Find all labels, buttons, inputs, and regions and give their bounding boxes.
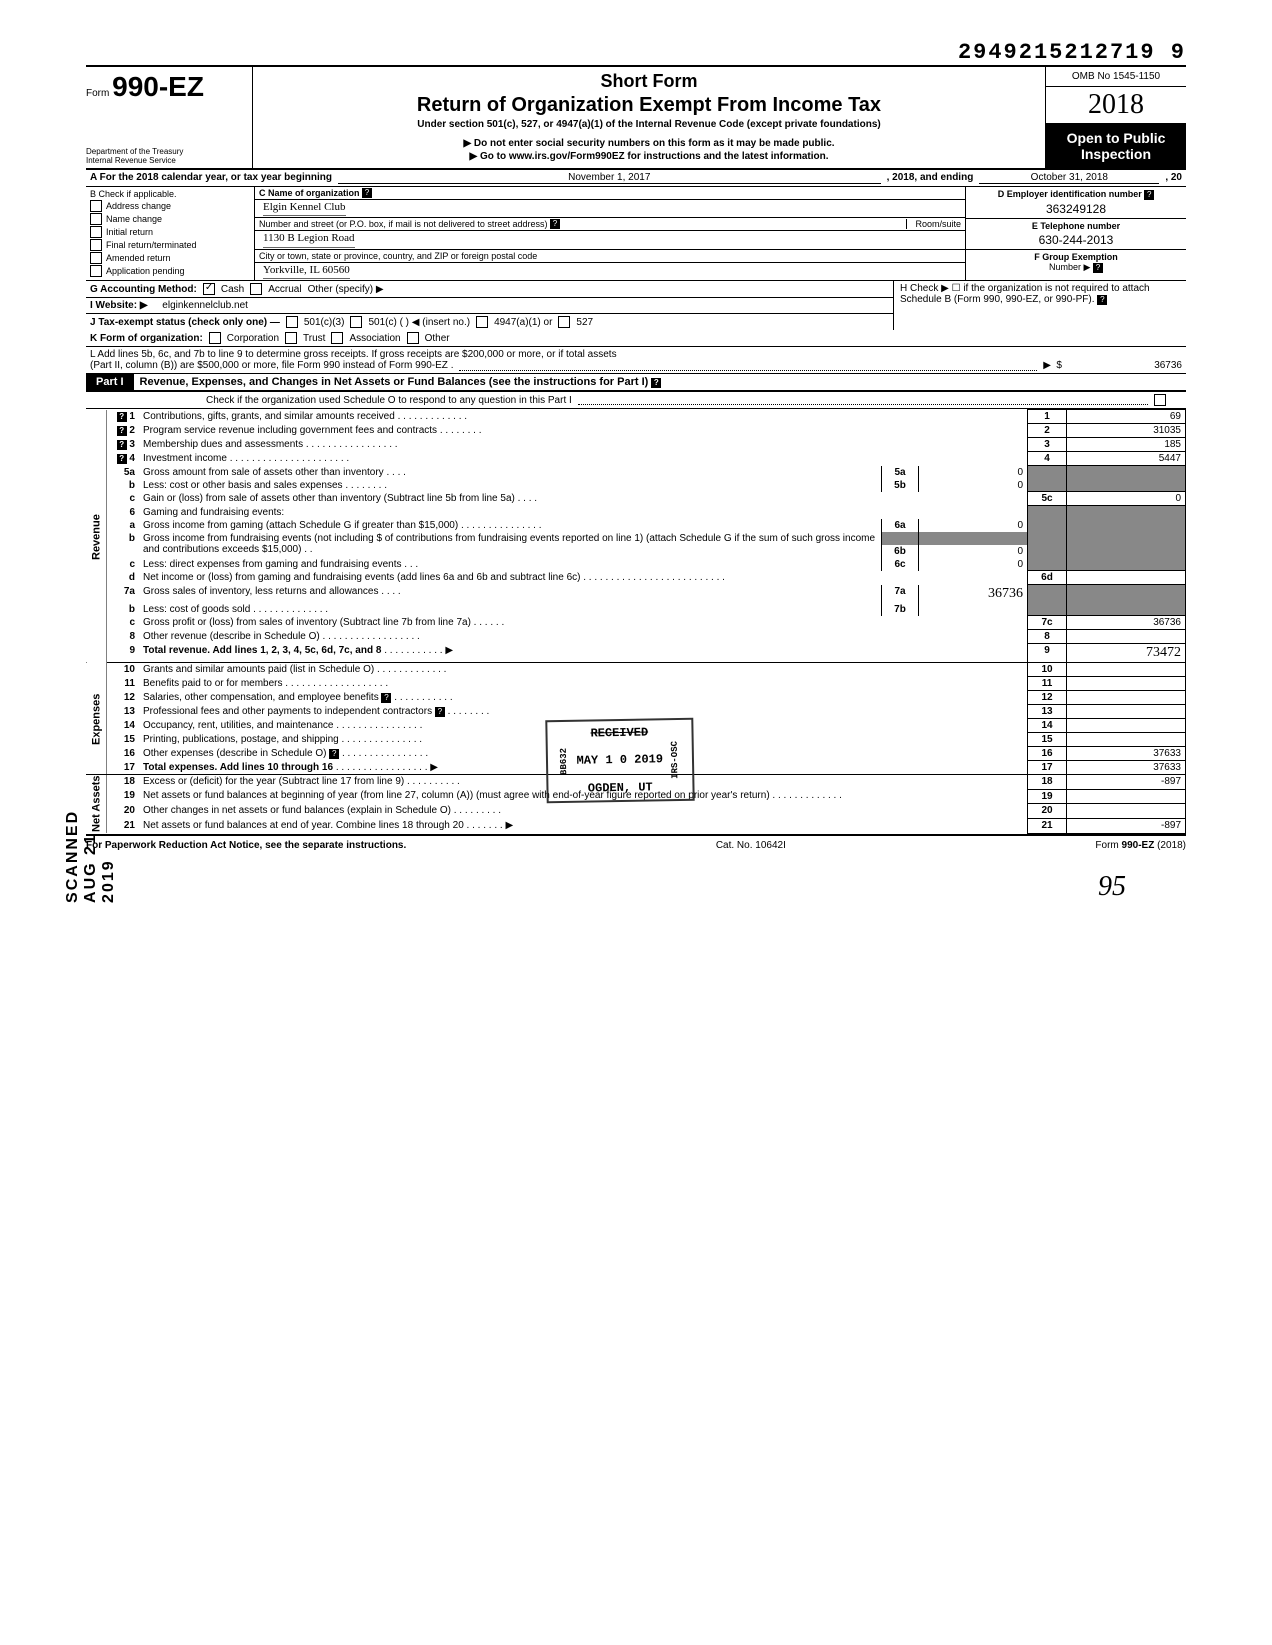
header-title: Short Form Return of Organization Exempt… xyxy=(253,67,1046,168)
col-b: B Check if applicable. Address change Na… xyxy=(86,187,255,280)
row-a: A For the 2018 calendar year, or tax yea… xyxy=(86,170,1186,187)
side-revenue: Revenue xyxy=(86,410,107,663)
org-city: Yorkville, IL 60560 xyxy=(263,264,350,279)
dept-label: Department of the Treasury Internal Reve… xyxy=(86,148,246,166)
chk-pending[interactable]: Application pending xyxy=(90,265,250,277)
part1-header: Part I Revenue, Expenses, and Changes in… xyxy=(86,374,1186,392)
phone: 630-244-2013 xyxy=(970,233,1182,247)
org-street: 1130 B Legion Road xyxy=(263,232,355,247)
row-k: K Form of organization: Corporation Trus… xyxy=(86,330,1186,347)
chk-final[interactable]: Final return/terminated xyxy=(90,239,250,251)
org-name: Elgin Kennel Club xyxy=(263,201,346,216)
chk-cash[interactable]: ✓ xyxy=(203,283,215,295)
part1-check-o: Check if the organization used Schedule … xyxy=(86,392,1186,409)
dln-number: 2949215212719 9 xyxy=(86,40,1186,65)
header-left: Form 990-EZ Department of the Treasury I… xyxy=(86,67,253,168)
header-right: OMB No 1545-1150 20201818 Open to Public… xyxy=(1046,67,1186,168)
row-j: J Tax-exempt status (check only one) — 5… xyxy=(86,314,893,330)
chk-initial[interactable]: Initial return xyxy=(90,226,250,238)
chk-accrual[interactable] xyxy=(250,283,262,295)
9-handwritten: 73472 xyxy=(1067,644,1186,663)
chk-name[interactable]: Name change xyxy=(90,213,250,225)
row-i: I Website: ▶ elginkennelclub.net xyxy=(86,298,893,314)
section-bcdef: B Check if applicable. Address change Na… xyxy=(86,187,1186,281)
row-h: H Check ▶ ☐ if the organization is not r… xyxy=(893,281,1186,330)
col-de: D Employer identification number ?363249… xyxy=(965,187,1186,280)
form-number: Form 990-EZ xyxy=(86,71,246,103)
form-page: SCANNED AUG 21 2019 2949215212719 9 Form… xyxy=(86,40,1186,903)
side-netassets: Net Assets xyxy=(86,775,107,834)
7a-handwritten: 36736 xyxy=(919,585,1028,603)
footer: For Paperwork Reduction Act Notice, see … xyxy=(86,834,1186,851)
tax-year: 20201818 xyxy=(1046,87,1186,124)
row-g: G Accounting Method: ✓Cash Accrual Other… xyxy=(86,281,893,298)
chk-amended[interactable]: Amended return xyxy=(90,252,250,264)
open-public: Open to Public Inspection xyxy=(1046,124,1186,168)
received-stamp: RECEIVED BB632 MAY 1 0 2019 IRS-OSC OGDE… xyxy=(545,718,694,804)
page-number-hand: 95 xyxy=(86,871,1186,903)
row-l: L Add lines 5b, 6c, and 7b to line 9 to … xyxy=(86,347,1186,373)
omb: OMB No 1545-1150 xyxy=(1046,67,1186,87)
header: Form 990-EZ Department of the Treasury I… xyxy=(86,65,1186,170)
ein: 363249128 xyxy=(970,202,1182,216)
col-c: C Name of organization ? Elgin Kennel Cl… xyxy=(255,187,1186,280)
chk-address[interactable]: Address change xyxy=(90,200,250,212)
side-expenses: Expenses xyxy=(86,663,107,775)
meta-rows: G Accounting Method: ✓Cash Accrual Other… xyxy=(86,281,1186,374)
